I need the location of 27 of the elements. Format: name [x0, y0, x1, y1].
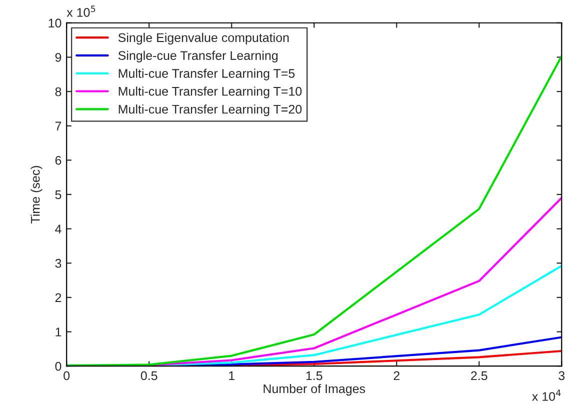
text: x 10$^{5}$ [66, 6, 96, 17]
x-tick-label: 2.5 [471, 371, 488, 380]
legend-label: Single-cue Transfer Learning [118, 50, 278, 62]
y-tick-label: 0 [55, 362, 62, 371]
x-tick-label: 2 [394, 371, 400, 380]
y-tick-label: 9 [55, 53, 62, 62]
legend-label: Multi-cue Transfer Learning T=20 [118, 104, 302, 116]
x-tick-label: 3 [558, 371, 565, 380]
x-tick-label: 0.5 [140, 371, 158, 380]
y-tick-label: 7 [55, 122, 62, 130]
x-axis-title: Number of Images [264, 384, 366, 396]
y-tick-label: 10 [48, 18, 62, 28]
x-tick-label: 0 [64, 371, 70, 380]
y-axis-title: Time (sec) [30, 166, 42, 224]
y-tick-label: 3 [55, 258, 62, 268]
y-tick-label: 5 [55, 190, 62, 200]
y-tick-label: 6 [55, 156, 62, 165]
y-tick-label: 8 [55, 87, 62, 96]
x-tick-label: 1.5 [306, 371, 322, 380]
text: x 10$^{4}$ [532, 390, 561, 401]
x-tick-label: 1 [229, 371, 234, 380]
legend-label: Single Eigenvalue computation [118, 32, 289, 45]
y-tick-label: 4 [55, 224, 62, 234]
y-tick-label: 1 [56, 328, 62, 336]
y-tick-label: 2 [55, 293, 62, 302]
legend-label: Multi-cue Transfer Learning T=5 [118, 68, 295, 80]
legend-label: Multi-cue Transfer Learning T=10 [118, 86, 302, 98]
